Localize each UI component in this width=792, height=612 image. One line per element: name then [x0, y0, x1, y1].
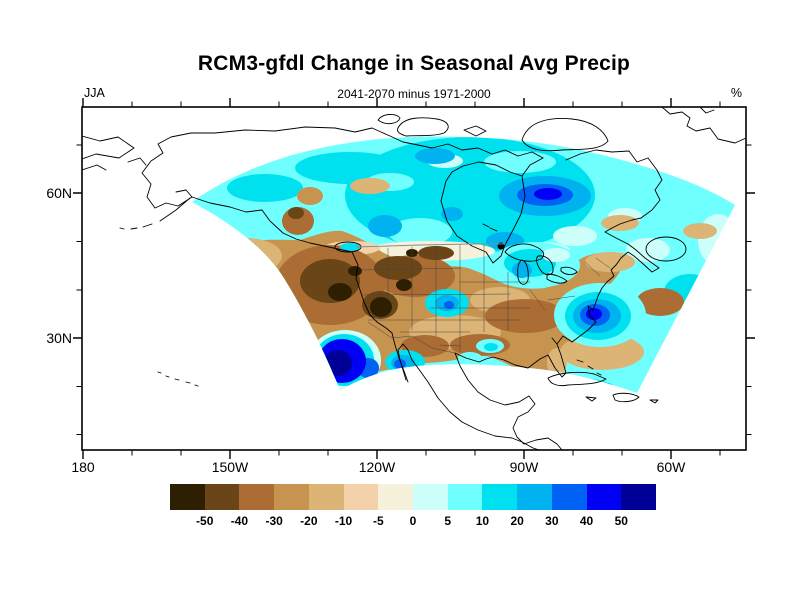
colorbar-tick-label: -40	[230, 514, 249, 528]
colorbar-tick-label: -10	[334, 514, 353, 528]
colorbar-segment	[586, 484, 622, 510]
state-borders-layer	[356, 243, 611, 354]
y-tick-60n: 60N	[46, 185, 72, 201]
colorbar-segment	[378, 484, 414, 510]
coastlines-layer	[82, 107, 746, 450]
colorbar-tick-label: -50	[196, 514, 214, 528]
period-label: 2041-2070 minus 1971-2000	[337, 87, 491, 101]
x-tick-90w: 90W	[509, 459, 539, 475]
colorbar-tick-label: -30	[265, 514, 283, 528]
colorbar-segment	[343, 484, 379, 510]
colorbar-tick-label: 40	[579, 514, 594, 528]
x-tick-120w: 120W	[358, 459, 396, 475]
units-label: %	[730, 86, 742, 100]
colorbar-segment	[239, 484, 275, 510]
colorbar-segment	[274, 484, 309, 510]
colorbar-tick-label: 0	[409, 514, 417, 528]
colorbar-segment	[204, 484, 240, 510]
colorbar-segment	[551, 484, 587, 510]
colorbar-tick-label: -20	[300, 514, 318, 528]
colorbar-tick-label: 30	[545, 514, 559, 528]
x-tick-180: 180	[71, 459, 95, 475]
colorbar-segment	[413, 484, 448, 510]
colorbar-segment	[482, 484, 518, 510]
x-tick-60w: 60W	[656, 459, 686, 475]
colorbar-segment	[517, 484, 552, 510]
axes-frame	[73, 98, 755, 459]
colorbar-segment	[621, 484, 657, 510]
colorbar-segment	[447, 484, 483, 510]
chart-title: RCM3-gfdl Change in Seasonal Avg Precip	[197, 52, 631, 75]
colorbar-tick-label: 5	[444, 514, 452, 528]
colorbar-tick-label: 10	[475, 514, 490, 528]
y-tick-30n: 30N	[46, 330, 72, 346]
colorbar-tick-labels: -50 -40 -30 -20 -10 -5 0 5 10 20 30 40 50	[170, 514, 656, 530]
colorbar-tick-label: 20	[510, 514, 524, 528]
x-tick-150w: 150W	[211, 459, 249, 475]
colorbar-segment	[170, 484, 205, 510]
season-label: JJA	[84, 86, 105, 100]
colorbar-segment	[308, 484, 344, 510]
colorbar-tick-label: -5	[372, 514, 384, 528]
colorbar-tick-label: 50	[614, 514, 628, 528]
colorbar	[170, 484, 657, 510]
